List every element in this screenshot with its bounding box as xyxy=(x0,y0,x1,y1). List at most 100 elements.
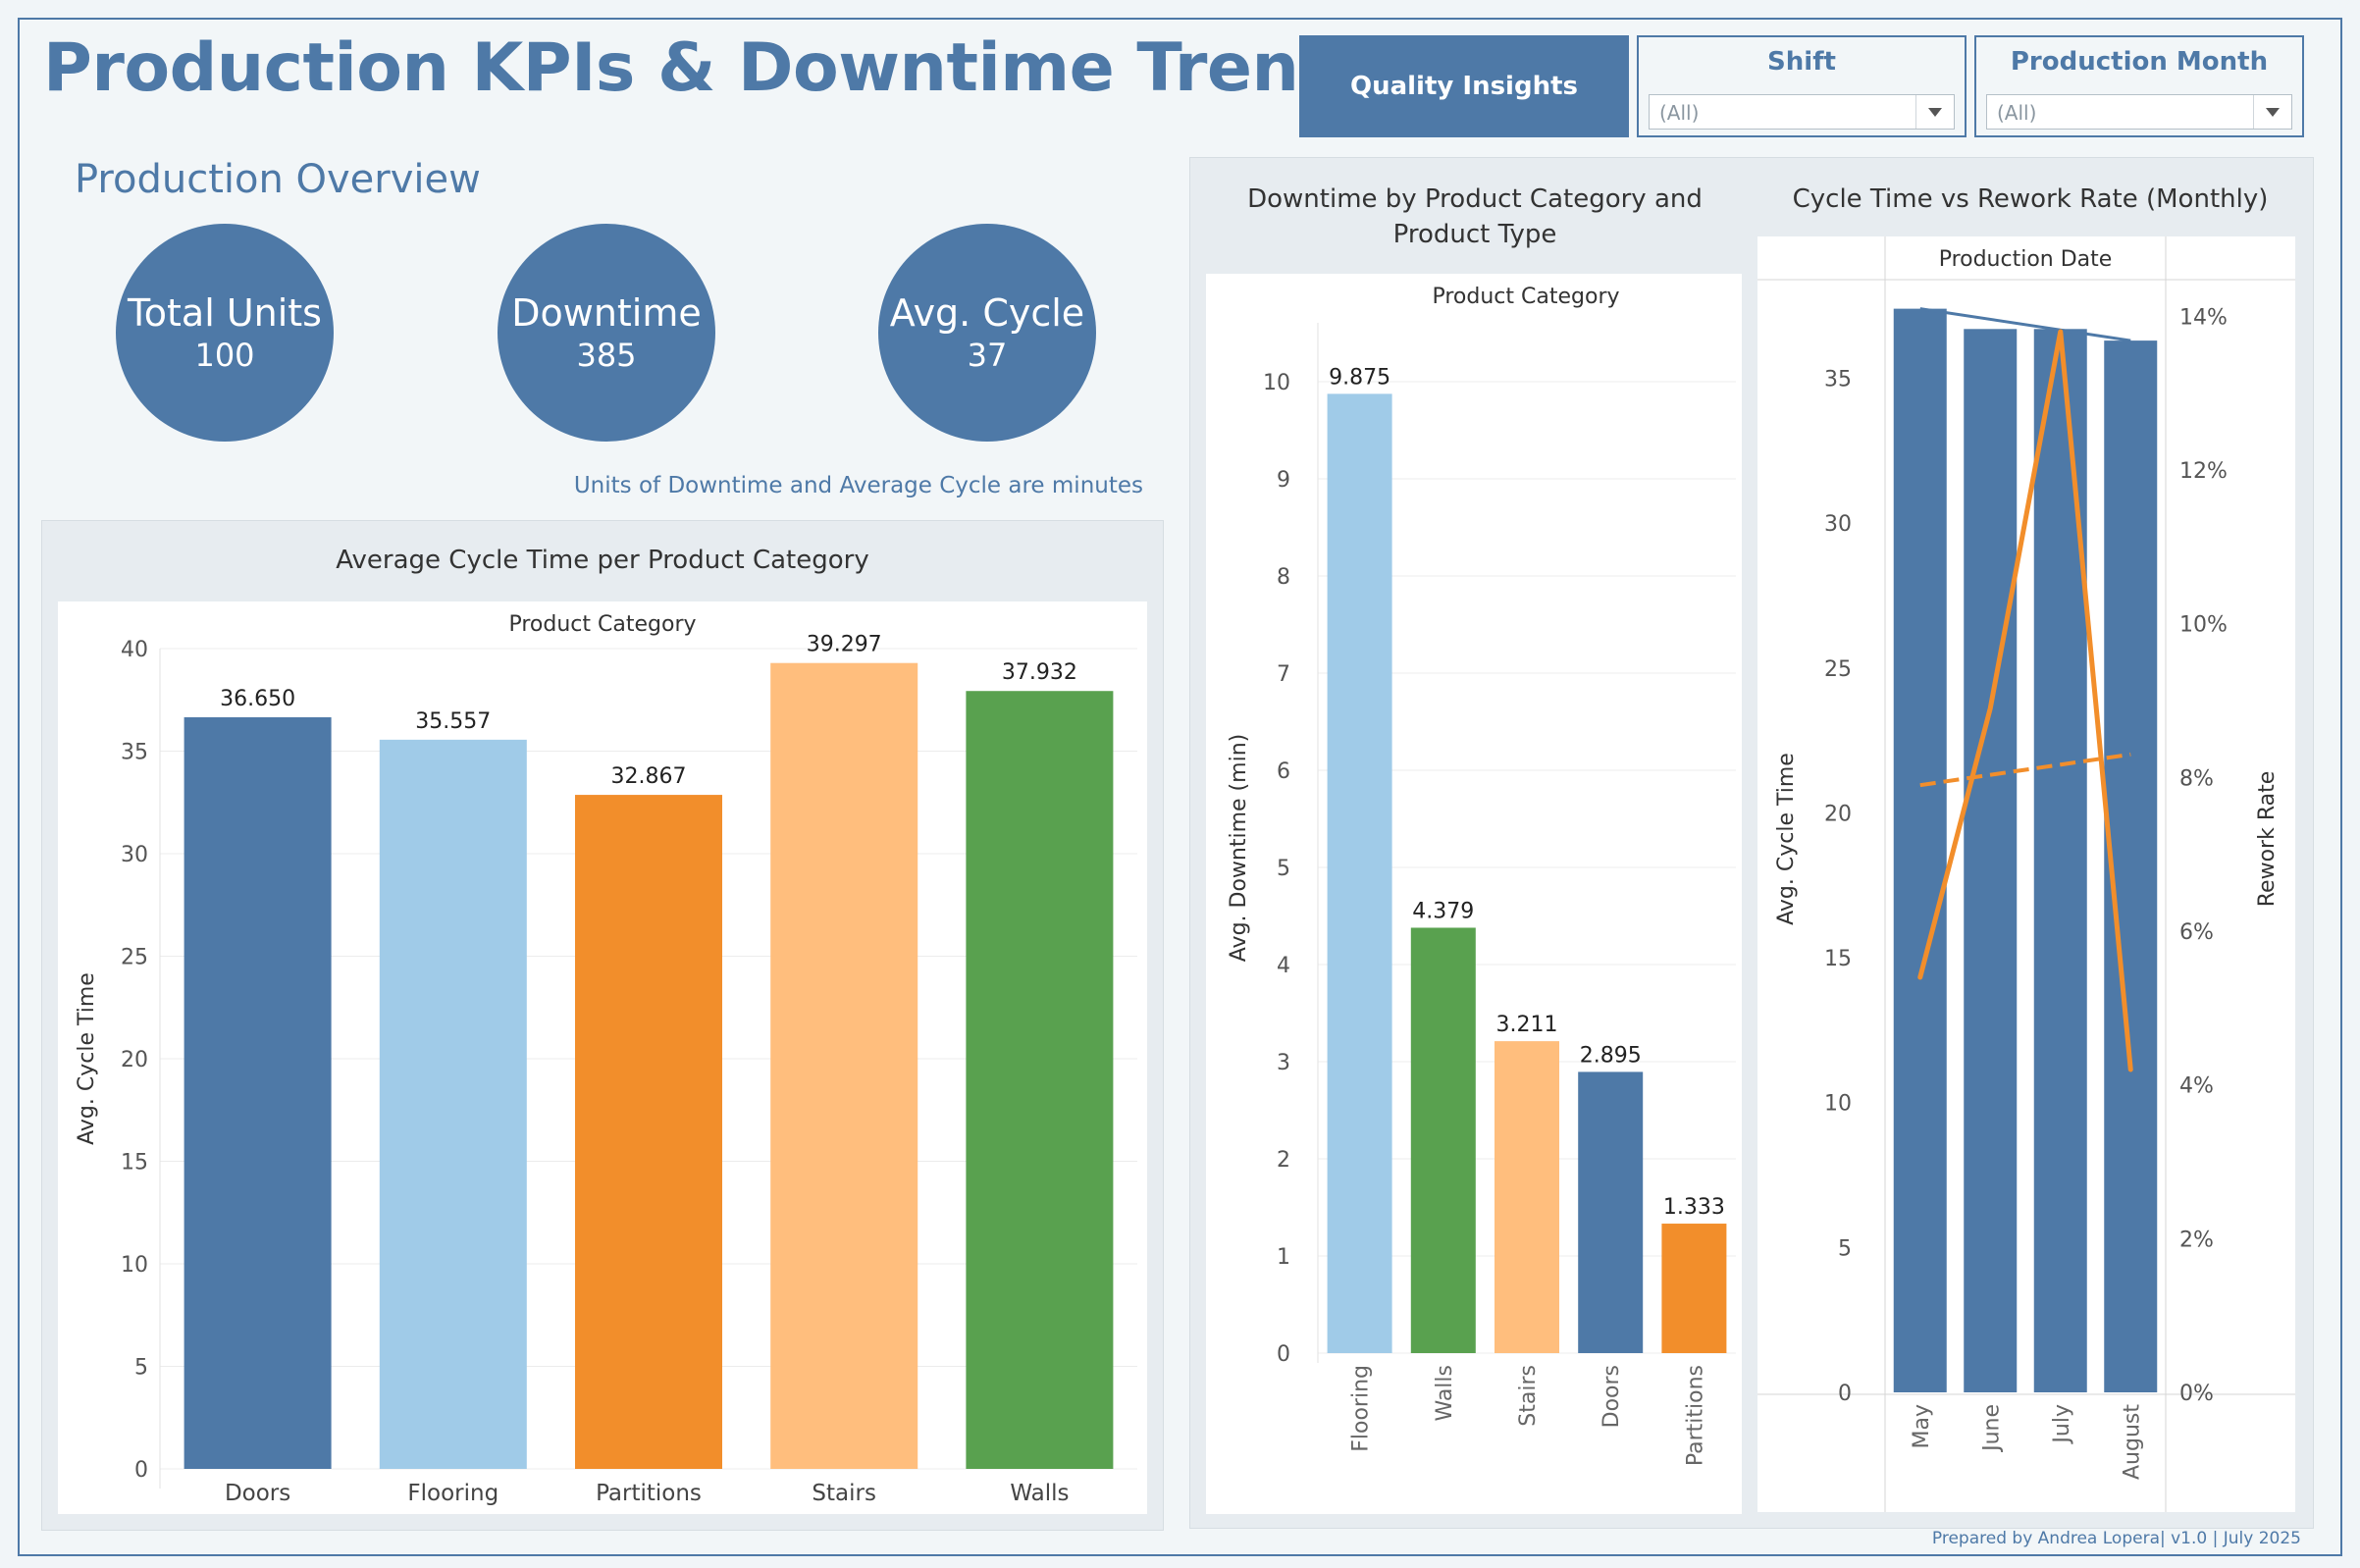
y-tick-label: 0 xyxy=(1277,1342,1290,1367)
kpi-downtime-value: 385 xyxy=(576,337,637,374)
rework-rate-line xyxy=(1917,329,2133,1072)
bar-partitions xyxy=(1661,1224,1727,1353)
downtime-cycle-panel: Downtime by Product Category and Product… xyxy=(1189,157,2314,1529)
bar-july xyxy=(2033,329,2087,1392)
bar-doors xyxy=(1578,1071,1644,1353)
x-tick-label-june: June xyxy=(1979,1404,2004,1453)
x-tick-label-walls: Walls xyxy=(1433,1365,1457,1422)
y-tick-label: 35 xyxy=(1824,367,1852,392)
y-tick-label: 30 xyxy=(121,843,148,867)
data-label-doors: 2.895 xyxy=(1580,1043,1642,1068)
bar-flooring xyxy=(379,739,527,1469)
downtime-chart: Product Category 0 1 2 3 4 5 6 7 8 9 10 Avg. Downtim… xyxy=(1206,274,1742,1514)
bar-june xyxy=(1964,329,2018,1392)
downtime-chart-title-line1: Downtime by Product Category and xyxy=(1247,184,1703,214)
x-tick-label-stairs: Stairs xyxy=(1516,1365,1541,1427)
production-month-filter-value: (All) xyxy=(1997,101,2037,125)
bar-walls xyxy=(1410,927,1476,1353)
data-label-walls: 37.932 xyxy=(1002,660,1077,685)
y-tick-label: 10 xyxy=(121,1253,148,1278)
production-month-filter-label: Production Month xyxy=(2010,47,2269,77)
y2-tick-label: 10% xyxy=(2179,613,2228,638)
cycle-rework-combo-chart: Production Date 0 5 10 15 20 25 30 35 0% 2% 4% 6% 8% 1… xyxy=(1757,236,2295,1512)
data-label-doors: 36.650 xyxy=(220,687,295,711)
production-month-filter: Production Month (All) xyxy=(1974,35,2304,137)
shift-filter: Shift (All) xyxy=(1637,35,1967,137)
data-label-partitions: 1.333 xyxy=(1663,1195,1725,1220)
y-tick-label: 15 xyxy=(1824,947,1852,971)
dashboard-title: Production KPIs & Downtime Trends xyxy=(43,29,1386,107)
data-label-flooring: 9.875 xyxy=(1329,365,1390,390)
bar-doors xyxy=(184,717,332,1469)
avg-cycle-panel: Average Cycle Time per Product Category … xyxy=(41,520,1164,1531)
y-tick-label: 10 xyxy=(1824,1092,1852,1117)
chevron-down-icon[interactable] xyxy=(2253,95,2291,129)
y-axis-label: Avg. Cycle Time xyxy=(75,972,99,1145)
y2-tick-label: 12% xyxy=(2179,459,2228,484)
kpi-avg-cycle-label: Avg. Cycle xyxy=(889,291,1085,335)
y-tick-label: 25 xyxy=(121,946,148,970)
y-tick-label: 20 xyxy=(121,1048,148,1072)
y-tick-label: 15 xyxy=(121,1151,148,1176)
cycle-rework-chart-title: Cycle Time vs Rework Rate (Monthly) xyxy=(1792,184,2269,214)
downtime-chart-title-line2: Product Type xyxy=(1392,220,1557,249)
bar-partitions xyxy=(575,795,722,1469)
y2-tick-label: 2% xyxy=(2179,1228,2214,1252)
y-tick-label: 5 xyxy=(1838,1236,1852,1261)
bar-stairs xyxy=(1495,1041,1559,1353)
data-label-stairs: 3.211 xyxy=(1496,1013,1558,1037)
kpi-downtime: Downtime 385 xyxy=(498,224,715,442)
y-tick-label: 9 xyxy=(1277,468,1290,493)
bar-walls xyxy=(966,691,1114,1469)
chart1-header: Product Category xyxy=(508,612,696,637)
production-overview-title: Production Overview xyxy=(75,157,481,202)
kpi-avg-cycle-value: 37 xyxy=(967,337,1008,374)
y2-tick-label: 8% xyxy=(2179,766,2214,791)
avg-cycle-chart: Product Category 0 5 10 15 20 25 30 35 40 Avg. Cyc… xyxy=(58,601,1147,1514)
x-tick-label-august: August xyxy=(2120,1404,2144,1480)
x-tick-label-doors: Doors xyxy=(225,1481,290,1506)
y-tick-label: 1 xyxy=(1277,1245,1290,1270)
downtime-bar-chart: Product Category 0 1 2 3 4 5 6 7 8 9 10 Avg. Downtim… xyxy=(1227,285,1736,1466)
y-tick-label: 8 xyxy=(1277,565,1290,590)
y-tick-label: 0 xyxy=(1838,1382,1852,1406)
kpi-total-units-label: Total Units xyxy=(128,291,322,335)
x-tick-label-flooring: Flooring xyxy=(407,1481,498,1506)
x-tick-label-partitions: Partitions xyxy=(596,1481,702,1506)
y-tick-label: 30 xyxy=(1824,512,1852,537)
y-tick-label: 7 xyxy=(1277,662,1290,687)
y2-tick-label: 0% xyxy=(2179,1382,2214,1406)
y-tick-label: 25 xyxy=(1824,657,1852,682)
production-month-filter-dropdown[interactable]: (All) xyxy=(1986,94,2292,130)
avg-cycle-chart-title: Average Cycle Time per Product Category xyxy=(336,546,869,575)
x-tick-label-doors: Doors xyxy=(1600,1365,1624,1428)
rework-rate-trendline xyxy=(1919,752,2131,788)
bar-stairs xyxy=(770,662,918,1469)
y2-tick-label: 14% xyxy=(2179,305,2228,330)
avg-cycle-bar-chart: Product Category 0 5 10 15 20 25 30 35 40 Avg. Cyc… xyxy=(75,612,1137,1506)
y-axis-label: Avg. Downtime (min) xyxy=(1227,734,1251,962)
kpi-total-units: Total Units 100 xyxy=(116,224,334,442)
y-tick-label: 6 xyxy=(1277,759,1290,784)
shift-filter-value: (All) xyxy=(1659,101,1700,125)
kpi-total-units-value: 100 xyxy=(194,337,255,374)
y-tick-label: 2 xyxy=(1277,1148,1290,1173)
chevron-down-icon[interactable] xyxy=(1915,95,1954,129)
x-tick-label-flooring: Flooring xyxy=(1349,1365,1374,1452)
y-axis-label: Avg. Cycle Time xyxy=(1774,753,1799,925)
downtime-chart-title: Downtime by Product Category and Product… xyxy=(1190,182,1759,252)
y-tick-label: 5 xyxy=(134,1356,148,1381)
data-label-stairs: 39.297 xyxy=(807,633,882,657)
shift-filter-label: Shift xyxy=(1767,47,1836,77)
data-label-flooring: 35.557 xyxy=(415,709,491,734)
x-tick-label-stairs: Stairs xyxy=(812,1481,876,1506)
y-tick-label: 0 xyxy=(134,1458,148,1483)
x-tick-label-may: May xyxy=(1910,1404,1934,1448)
footer-credit: Prepared by Andrea Lopera| v1.0 | July 2… xyxy=(1931,1529,2301,1548)
y2-axis-label: Rework Rate xyxy=(2255,771,2280,908)
y-tick-label: 20 xyxy=(1824,802,1852,826)
quality-insights-button[interactable]: Quality Insights xyxy=(1299,35,1629,137)
kpi-avg-cycle: Avg. Cycle 37 xyxy=(878,224,1096,442)
shift-filter-dropdown[interactable]: (All) xyxy=(1649,94,1955,130)
data-label-partitions: 32.867 xyxy=(611,764,687,789)
